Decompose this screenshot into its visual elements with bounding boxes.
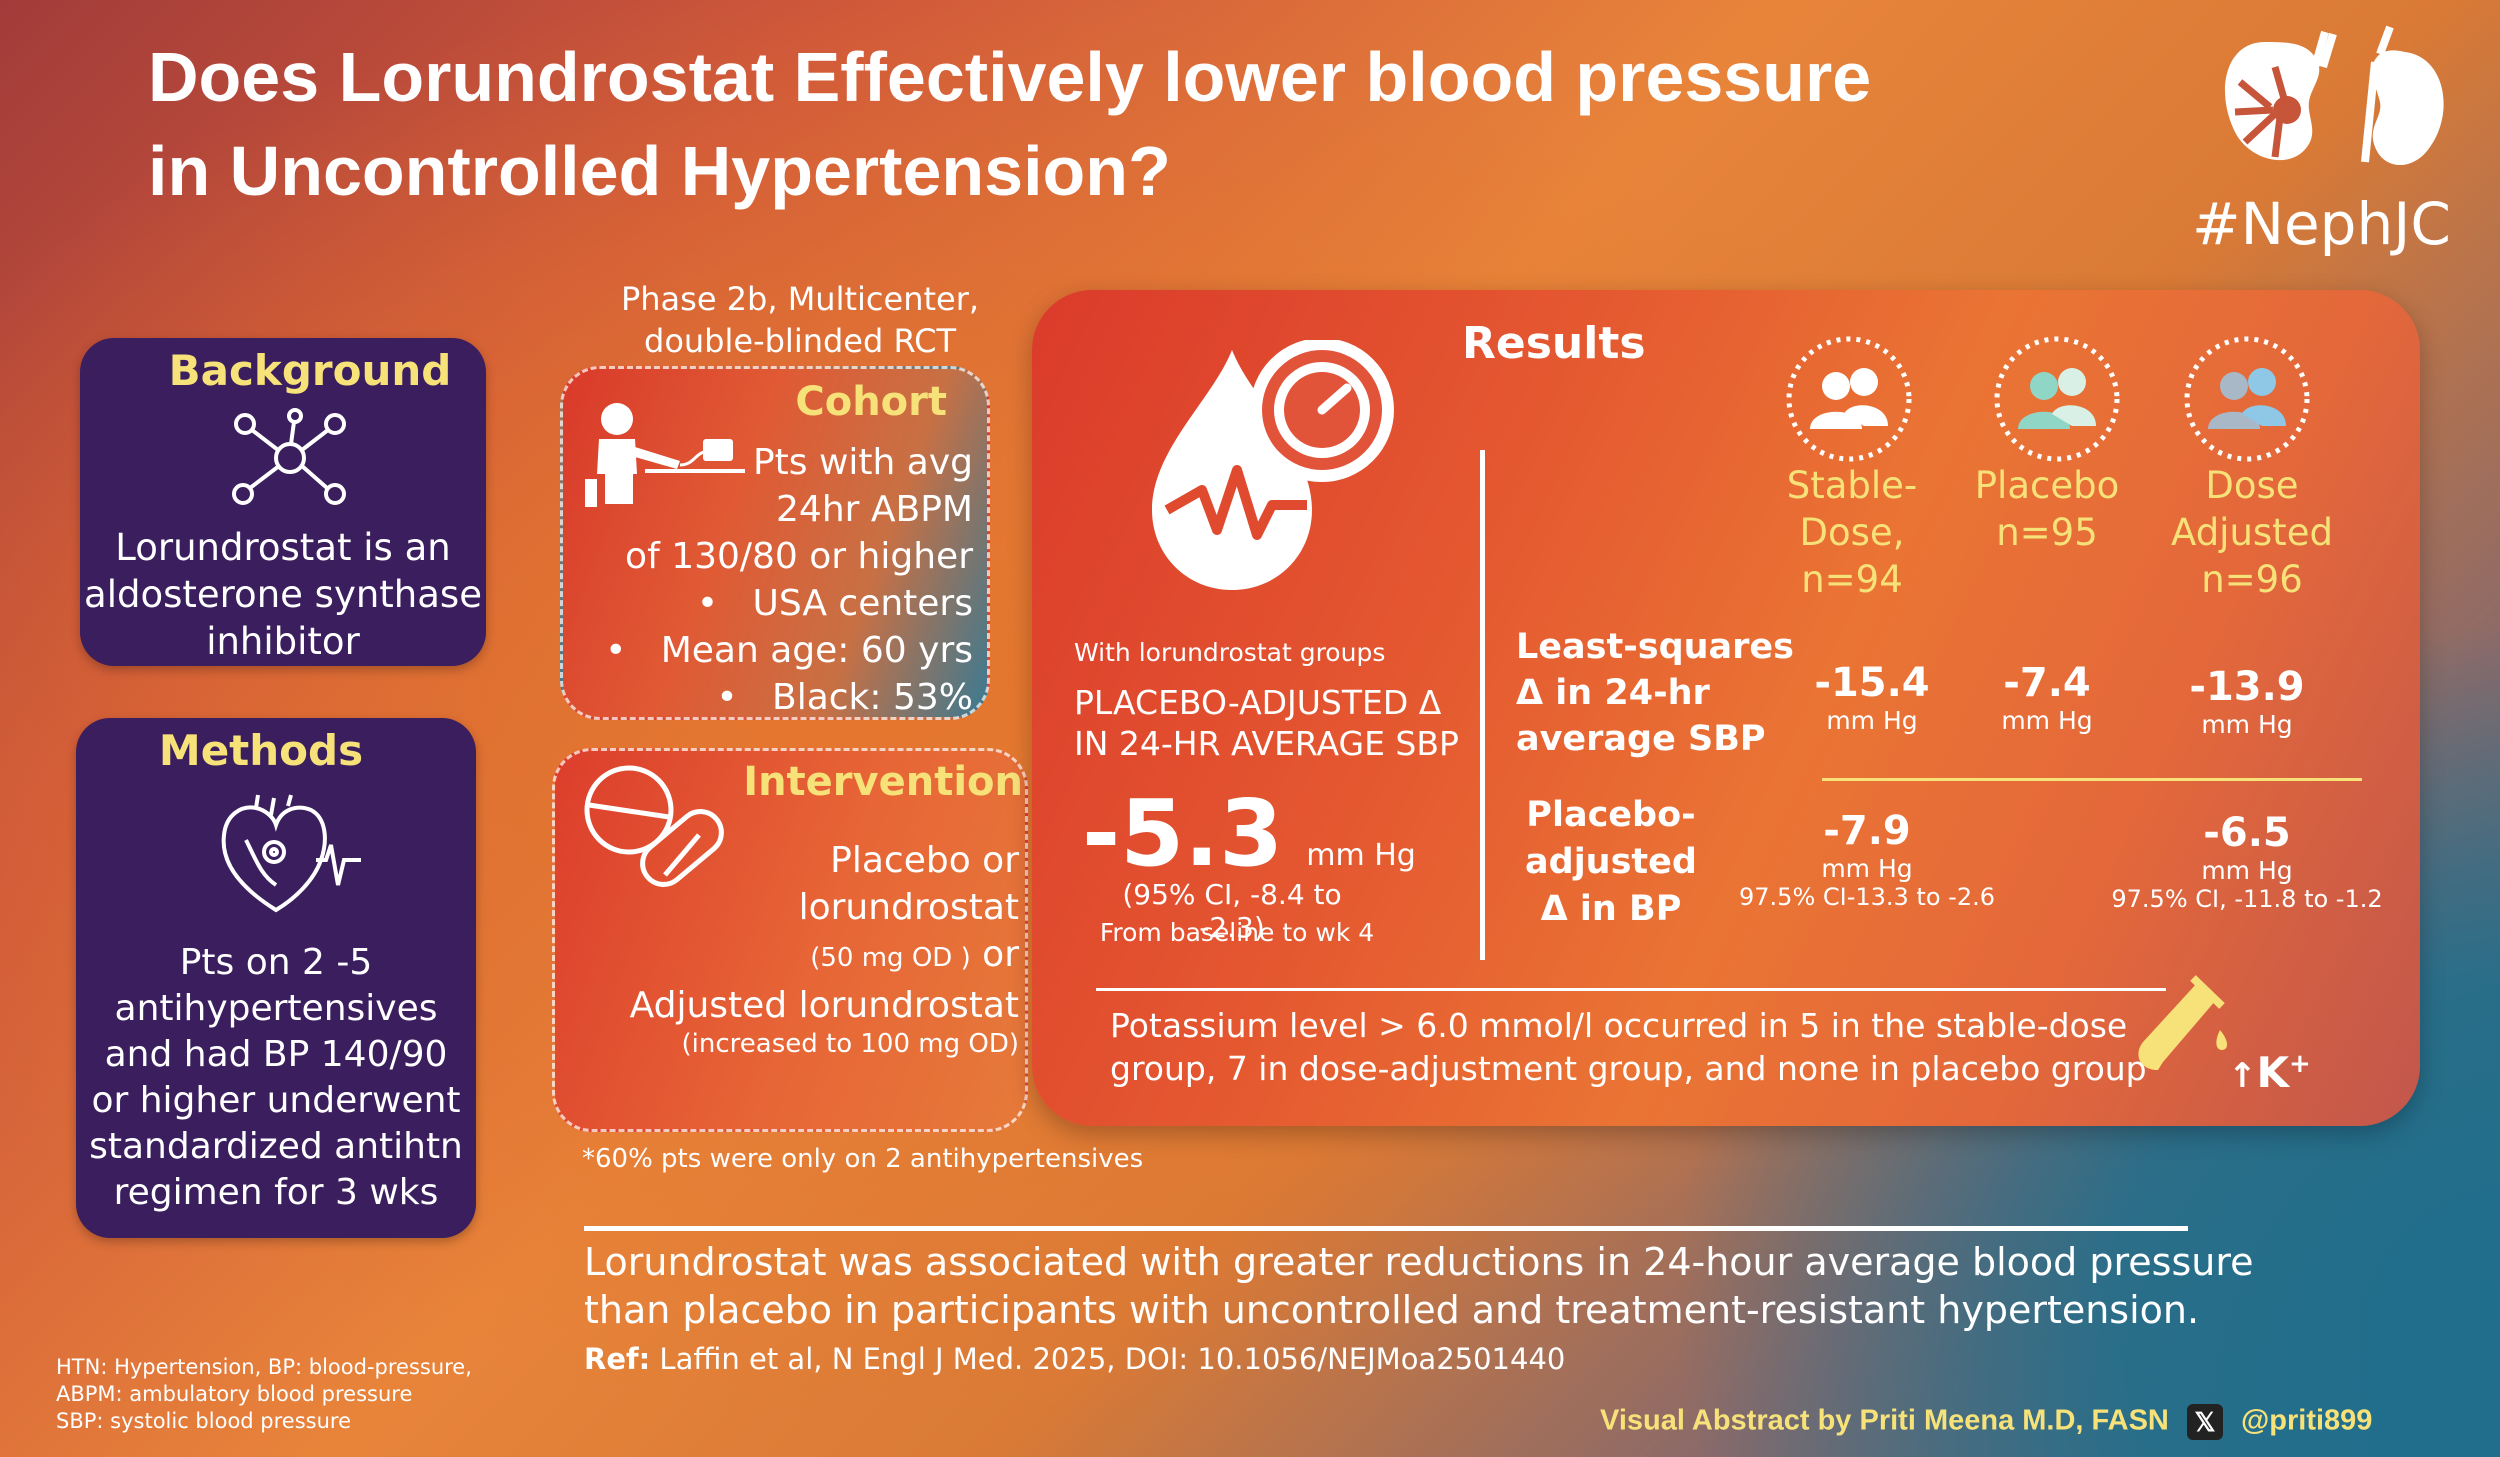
results-heading: Results: [1462, 318, 1646, 369]
row-divider: [1822, 778, 2362, 781]
cohort-text: Pts with avg 24hr ABPM of 130/80 or high…: [573, 439, 973, 721]
study-design-caption: Phase 2b, Multicenter, double-blinded RC…: [620, 280, 980, 360]
results-panel: Results With lorundrostat groups PLACEBO…: [1032, 290, 2420, 1126]
main-effect: -5.3 mm Hg: [1082, 780, 1416, 887]
title-line-2: in Uncontrolled Hypertension?: [148, 132, 1171, 210]
title-line-1: Does Lorundrostat Effectively lower bloo…: [148, 38, 1872, 116]
molecule-icon: [232, 408, 346, 505]
main-effect-value: -5.3: [1082, 780, 1284, 887]
ls-value-dose-adjusted: -13.9 mm Hg: [2189, 664, 2305, 739]
methods-box: Methods Pts on 2 -5 antihypertensives an…: [76, 718, 476, 1238]
dose-adjusted-group-icon: [2184, 336, 2310, 462]
blood-drop-gauge-icon: [1152, 340, 1394, 590]
intervention-heading: Intervention: [743, 759, 1023, 805]
placebo-adjusted-label: Placebo- adjusted Δ in BP: [1525, 795, 1697, 929]
with-groups-label: With lorundrostat groups: [1074, 638, 1386, 667]
page-title: Does Lorundrostat Effectively lower bloo…: [148, 30, 2148, 218]
main-effect-ci: (95% CI, -8.4 to -2.3): [1122, 878, 1342, 944]
least-squares-label: Least-squares Δ in 24-hr average SBP: [1516, 627, 1795, 759]
main-effect-period: From baseline to wk 4: [1099, 918, 1375, 947]
conclusion-text: Lorundrostat was associated with greater…: [584, 1240, 2254, 1332]
conclusion-divider: [584, 1226, 2188, 1231]
pa-value-dose-adjusted: -6.5 mm Hg 97.5% CI, -11.8 to -1.2: [2111, 810, 2383, 913]
hashtag-nephjc: #NephJC: [2192, 190, 2451, 258]
cohort-bullet-3: • Black: 53%: [716, 677, 973, 718]
potassium-note: Potassium level > 6.0 mmol/l occurred in…: [1110, 1006, 2147, 1088]
main-effect-unit: mm Hg: [1306, 838, 1416, 873]
patient-bp-icon: [585, 403, 745, 507]
methods-heading: Methods: [158, 726, 364, 775]
group-label-dose-adjusted: Dose Adjusted n=96: [2171, 464, 2333, 601]
group-label-placebo: Placebo n=95: [1974, 464, 2120, 554]
cohort-heading: Cohort: [795, 379, 947, 425]
reference: Ref: Laffin et al, N Engl J Med. 2025, D…: [584, 1342, 1566, 1376]
potassium-divider: [1096, 988, 2166, 991]
group-label-stable-dose: Stable- Dose, n=94: [1786, 464, 1918, 601]
x-logo-icon: 𝕏: [2186, 1404, 2223, 1440]
pa-value-stable-dose: -7.9 mm Hg 97.5% CI-13.3 to -2.6: [1739, 808, 1995, 911]
ls-value-placebo: -7.4 mm Hg: [2001, 660, 2093, 735]
intervention-text: Placebo or lorundrostat (50 mg OD ) or A…: [629, 840, 1019, 1059]
placebo-group-icon: [1994, 336, 2120, 462]
cohort-bullet-2: • Mean age: 60 yrs: [605, 630, 973, 671]
test-tube-icon: [2138, 975, 2227, 1070]
placebo-adjusted-title: PLACEBO-ADJUSTED Δ IN 24-HR AVERAGE SBP: [1074, 683, 1459, 763]
credit: Visual Abstract by Priti Meena M.D, FASN…: [1600, 1404, 2372, 1440]
background-box: Background Lorundrostat is an aldosteron…: [80, 338, 486, 666]
twitter-handle[interactable]: @priti899: [2241, 1404, 2373, 1437]
background-text: Lorundrostat is an aldosterone synthase …: [84, 526, 482, 663]
pill-icon: [584, 765, 724, 887]
vertical-divider: [1480, 450, 1485, 960]
methods-text: Pts on 2 -5 antihypertensives and had BP…: [89, 942, 463, 1213]
cohort-box: Cohort Pts with avg 24hr ABPM of 130/80 …: [560, 366, 990, 720]
ls-value-stable-dose: -15.4 mm Hg: [1814, 660, 1930, 735]
footnote: *60% pts were only on 2 antihypertensive…: [582, 1144, 1144, 1174]
potassium-symbol: ↑K+: [2228, 1048, 2311, 1097]
stable-dose-group-icon: [1786, 336, 1912, 462]
intervention-box: Intervention Placebo or lorundrostat (50…: [552, 748, 1028, 1132]
kidney-logo-icon: [2225, 25, 2444, 166]
heart-monitor-icon: [221, 794, 361, 913]
abbreviations: HTN: Hypertension, BP: blood-pressure, A…: [56, 1355, 472, 1433]
cohort-bullet-1: • USA centers: [696, 583, 973, 624]
background-heading: Background: [168, 346, 452, 395]
